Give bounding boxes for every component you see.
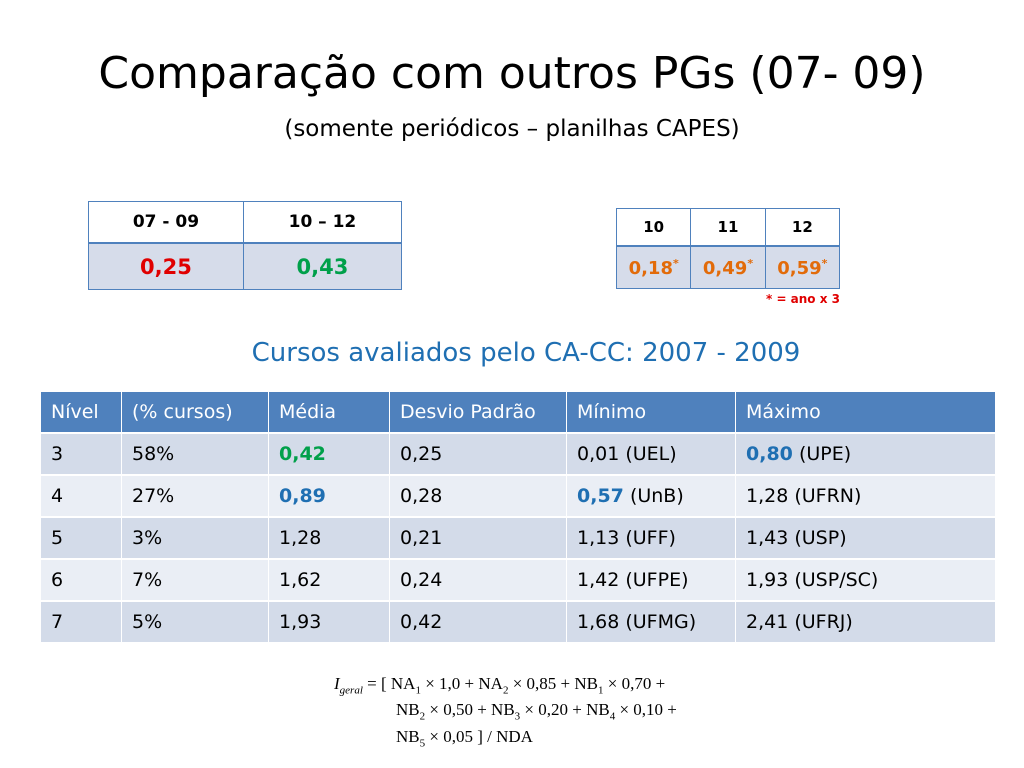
slide-subtitle: (somente periódicos – planilhas CAPES) [284, 116, 740, 142]
cell-desvio: 0,25 [389, 432, 567, 475]
cell-maximo: 1,93 (USP/SC) [735, 558, 996, 601]
cell-media: 1,93 [268, 600, 390, 642]
header-maximo: Máximo [735, 392, 996, 433]
period-value-2: 0,43 [242, 242, 403, 290]
header-pct: (% cursos) [121, 392, 269, 433]
year-value-3: 0,59* [764, 245, 841, 289]
cell-nivel: 3 [41, 432, 122, 475]
period-header-2: 10 – 12 [242, 201, 403, 244]
year-header-3: 12 [764, 208, 841, 247]
slide-title: Comparação com outros PGs (07- 09) [98, 48, 926, 99]
year-value-2: 0,49* [690, 245, 766, 289]
period-header-1: 07 - 09 [88, 201, 244, 244]
year-header-1: 10 [615, 208, 692, 247]
cell-desvio: 0,28 [389, 474, 567, 517]
header-nivel: Nível [41, 392, 122, 433]
formula-line-2: NB2 × 0,50 + NB3 × 0,20 + NB4 × 0,10 + [396, 700, 677, 723]
year-value-1: 0,18* [615, 245, 692, 289]
formula-line-3: NB5 × 0,05 ] / NDA [396, 726, 533, 750]
cell-pct: 3% [121, 516, 269, 559]
cell-maximo: 1,28 (UFRN) [735, 474, 996, 517]
table-header-row: Nível (% cursos) Média Desvio Padrão Mín… [41, 392, 996, 433]
cell-maximo: 1,43 (USP) [735, 516, 996, 559]
header-media: Média [268, 392, 390, 433]
table-row: 5 3% 1,28 0,21 1,13 (UFF) 1,43 (USP) [41, 516, 996, 559]
cell-media: 1,28 [268, 516, 390, 559]
period-comparison-table: 07 - 09 10 – 12 0,25 0,43 [88, 201, 403, 290]
year-note: * = ano x 3 [765, 292, 840, 306]
cell-pct: 58% [121, 432, 269, 475]
cell-minimo: 0,01 (UEL) [566, 432, 736, 475]
year-comparison-table: 10 11 12 0,18* 0,49* 0,59* [615, 208, 841, 289]
cell-minimo: 1,42 (UFPE) [566, 558, 736, 601]
header-desvio: Desvio Padrão [389, 392, 567, 433]
cell-desvio: 0,24 [389, 558, 567, 601]
period-value-1: 0,25 [88, 242, 244, 290]
cell-nivel: 6 [41, 558, 122, 601]
cell-pct: 5% [121, 600, 269, 642]
igeral-formula: Igeral = [ NA1 × 1,0 + NA2 × 0,85 + NB1 … [334, 674, 677, 753]
cell-media: 0,42 [268, 432, 390, 475]
cell-nivel: 5 [41, 516, 122, 559]
cell-pct: 7% [121, 558, 269, 601]
cell-desvio: 0,21 [389, 516, 567, 559]
cell-maximo: 2,41 (UFRJ) [735, 600, 996, 642]
cell-minimo: 1,68 (UFMG) [566, 600, 736, 642]
cell-nivel: 4 [41, 474, 122, 517]
header-minimo: Mínimo [566, 392, 736, 433]
course-evaluation-table: Nível (% cursos) Média Desvio Padrão Mín… [41, 392, 996, 642]
cell-media: 0,89 [268, 474, 390, 517]
cell-media: 1,62 [268, 558, 390, 601]
cell-nivel: 7 [41, 600, 122, 642]
cell-desvio: 0,42 [389, 600, 567, 642]
cell-maximo: 0,80 (UPE) [735, 432, 996, 475]
cell-minimo: 0,57 (UnB) [566, 474, 736, 517]
table-caption: Cursos avaliados pelo CA-CC: 2007 - 2009 [251, 338, 801, 368]
table-row: 3 58% 0,42 0,25 0,01 (UEL) 0,80 (UPE) [41, 432, 996, 475]
table-row: 7 5% 1,93 0,42 1,68 (UFMG) 2,41 (UFRJ) [41, 600, 996, 642]
formula-line-1: Igeral = [ NA1 × 1,0 + NA2 × 0,85 + NB1 … [334, 674, 666, 697]
cell-pct: 27% [121, 474, 269, 517]
table-row: 4 27% 0,89 0,28 0,57 (UnB) 1,28 (UFRN) [41, 474, 996, 517]
table-row: 6 7% 1,62 0,24 1,42 (UFPE) 1,93 (USP/SC) [41, 558, 996, 601]
cell-minimo: 1,13 (UFF) [566, 516, 736, 559]
year-header-2: 11 [690, 208, 766, 247]
